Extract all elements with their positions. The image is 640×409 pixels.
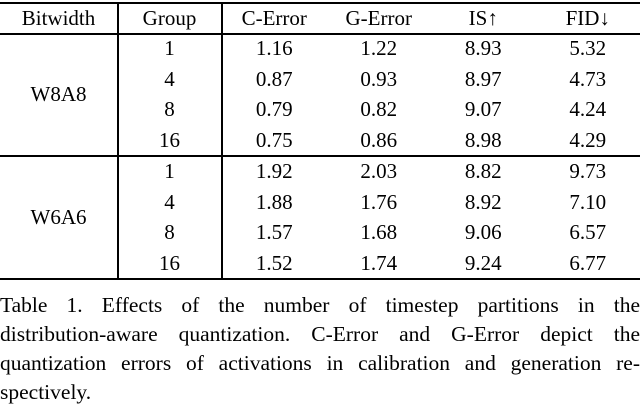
- cell-fid: 5.32: [569, 35, 607, 60]
- cell-c-error: 1.16: [255, 35, 293, 60]
- cell-group: 8: [164, 220, 175, 245]
- table-top-rule: [0, 2, 640, 4]
- cell-group: 16: [159, 251, 180, 276]
- table-header-fid: FID↓: [565, 6, 610, 30]
- cell-g-error: 0.86: [360, 128, 398, 153]
- table-caption: Table 1. Effects of the number of timest…: [0, 291, 640, 407]
- cell-group: 4: [164, 66, 175, 91]
- cell-c-error: 0.79: [255, 97, 293, 122]
- bitwidth-group-label-w8a8: W8A8: [30, 82, 87, 106]
- table-header-c-error: C-Error: [241, 6, 307, 30]
- table-vertical-rule-group: [221, 2, 223, 280]
- cell-fid: 7.10: [569, 189, 607, 214]
- cell-g-error: 0.82: [360, 97, 398, 122]
- caption-line-2: distribution-aware quantization. C-Error…: [0, 322, 640, 346]
- caption-line-3: quantization errors of activations in ca…: [0, 351, 640, 375]
- cell-group: 8: [164, 97, 175, 122]
- cell-fid: 4.29: [569, 128, 607, 153]
- caption-line-1: Table 1. Effects of the number of timest…: [0, 293, 640, 317]
- table-header-bitwidth: Bitwidth: [21, 6, 96, 30]
- table-header-is: IS↑: [468, 6, 498, 30]
- cell-is: 8.98: [464, 128, 502, 153]
- table-header-rule: [0, 33, 640, 35]
- cell-c-error: 1.88: [255, 189, 293, 214]
- table-bottom-rule: [0, 278, 640, 280]
- cell-group: 4: [164, 189, 175, 214]
- cell-fid: 4.73: [569, 66, 607, 91]
- cell-fid: 4.24: [569, 97, 607, 122]
- caption-line-4: spectively.: [0, 380, 92, 404]
- bitwidth-group-label-w6a6: W6A6: [30, 205, 87, 229]
- cell-is: 9.06: [464, 220, 502, 245]
- cell-fid: 9.73: [569, 158, 607, 183]
- cell-c-error: 1.57: [255, 220, 293, 245]
- cell-is: 8.82: [464, 158, 502, 183]
- cell-g-error: 1.76: [360, 189, 398, 214]
- cell-is: 9.07: [464, 97, 502, 122]
- cell-is: 8.92: [464, 189, 502, 214]
- table-group-separator-rule: [0, 155, 640, 157]
- cell-c-error: 1.92: [255, 158, 293, 183]
- results-table: Bitwidth Group C-Error G-Error IS↑ FID↓ …: [0, 4, 640, 279]
- cell-group: 1: [164, 158, 175, 183]
- cell-group: 1: [164, 35, 175, 60]
- table-header-group: Group: [142, 6, 197, 30]
- cell-is: 8.97: [464, 66, 502, 91]
- cell-g-error: 1.74: [360, 251, 398, 276]
- cell-is: 8.93: [464, 35, 502, 60]
- cell-group: 16: [159, 128, 180, 153]
- table-header-g-error: G-Error: [345, 6, 412, 30]
- table-vertical-rule-bitwidth: [117, 2, 119, 280]
- cell-c-error: 0.75: [255, 128, 293, 153]
- cell-g-error: 2.03: [360, 158, 398, 183]
- cell-is: 9.24: [464, 251, 502, 276]
- cell-g-error: 1.22: [360, 35, 398, 60]
- cell-fid: 6.57: [569, 220, 607, 245]
- cell-c-error: 1.52: [255, 251, 293, 276]
- cell-fid: 6.77: [569, 251, 607, 276]
- cell-g-error: 0.93: [360, 66, 398, 91]
- cell-g-error: 1.68: [360, 220, 398, 245]
- cell-c-error: 0.87: [255, 66, 293, 91]
